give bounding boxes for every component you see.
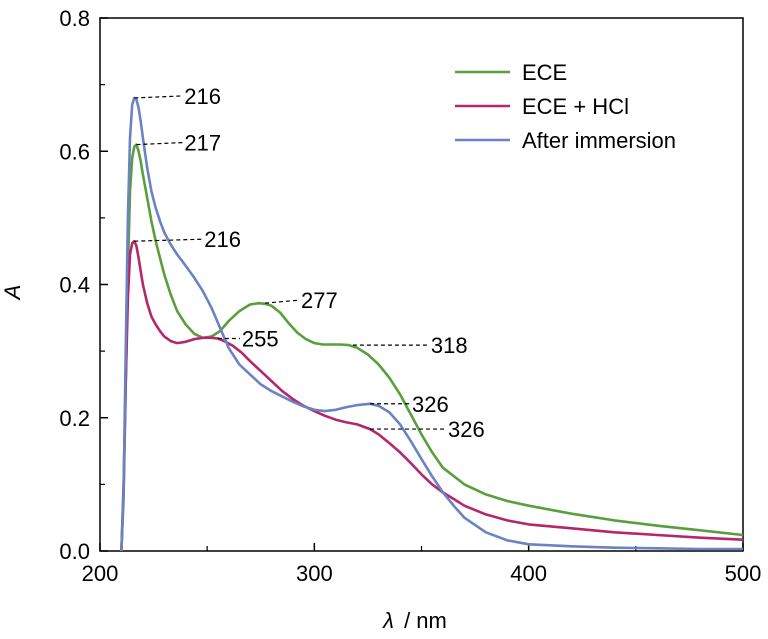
x-tick-label: 300 xyxy=(296,561,333,586)
peak-label: 326 xyxy=(412,392,449,417)
peak-leader-line xyxy=(134,238,203,242)
x-tick-label: 200 xyxy=(82,561,119,586)
axis-ticks: 200 300 400 500 0.0 0.2 0.4 0.6 0.8 xyxy=(59,6,761,586)
y-axis-title: A xyxy=(0,285,25,302)
peak-label: 318 xyxy=(431,333,468,358)
legend-label-1: ECE + HCl xyxy=(522,94,629,119)
legend-label-0: ECE xyxy=(522,60,567,85)
peak-leader-line xyxy=(134,95,183,99)
y-tick-label: 0.8 xyxy=(59,6,90,31)
y-tick-label: 0.2 xyxy=(59,406,90,431)
x-axis-symbol: λ xyxy=(382,608,394,633)
x-tick-label: 400 xyxy=(510,561,547,586)
peak-label: 277 xyxy=(301,288,338,313)
series-layer xyxy=(120,96,744,552)
series-line-0 xyxy=(120,143,744,552)
x-axis-title: λ / nm xyxy=(382,608,447,633)
y-tick-label: 0.0 xyxy=(59,539,90,564)
x-axis-unit: / nm xyxy=(404,608,447,633)
y-tick-label: 0.4 xyxy=(59,273,90,298)
y-tick-label: 0.6 xyxy=(59,139,90,164)
legend: ECE ECE + HCl After immersion xyxy=(455,60,676,153)
series-line-1 xyxy=(120,239,744,552)
peak-label: 216 xyxy=(184,84,221,109)
peak-label: 255 xyxy=(242,326,279,351)
peak-label: 216 xyxy=(204,227,241,252)
peak-label: 217 xyxy=(184,131,221,156)
series-line-2 xyxy=(120,96,743,552)
legend-label-2: After immersion xyxy=(522,128,676,153)
peak-label: 326 xyxy=(448,417,485,442)
x-tick-label: 500 xyxy=(725,561,762,586)
peak-leader-line xyxy=(264,299,300,304)
peak-leader-line xyxy=(136,141,183,146)
